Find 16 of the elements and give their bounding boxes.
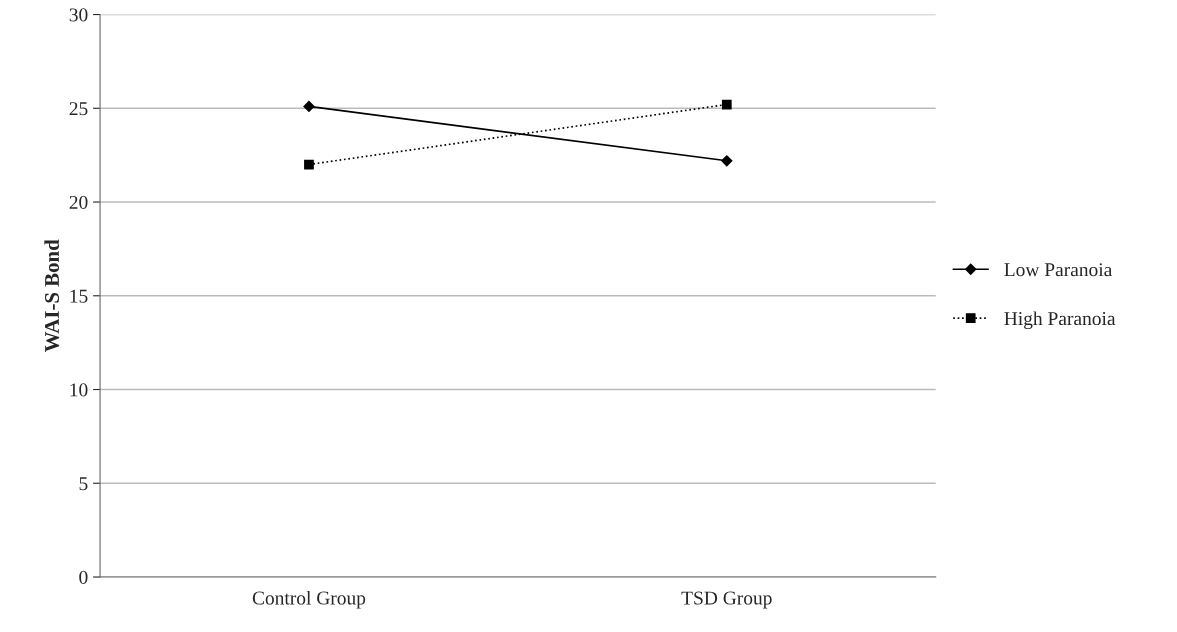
y-tick-label: 30	[69, 8, 88, 22]
y-tick-label: 25	[69, 102, 88, 116]
y-tick-label: 15	[70, 289, 88, 303]
y-tick-label: 20	[69, 195, 88, 209]
point	[721, 155, 733, 167]
y-axis-title: WAI-S Bond	[44, 239, 60, 352]
y-tick-label: 10	[70, 383, 88, 397]
point	[303, 100, 315, 113]
y-tick-label: 5	[79, 477, 88, 491]
point	[304, 159, 314, 170]
y-tick-label: 0	[79, 570, 88, 584]
point	[721, 99, 732, 110]
x-tick-label: TSD Group	[681, 591, 772, 609]
legend-label: Low Paranoia	[1004, 263, 1113, 277]
legend-label: High Paranoia	[1004, 311, 1116, 330]
x-tick-label: Control Group	[252, 590, 366, 609]
